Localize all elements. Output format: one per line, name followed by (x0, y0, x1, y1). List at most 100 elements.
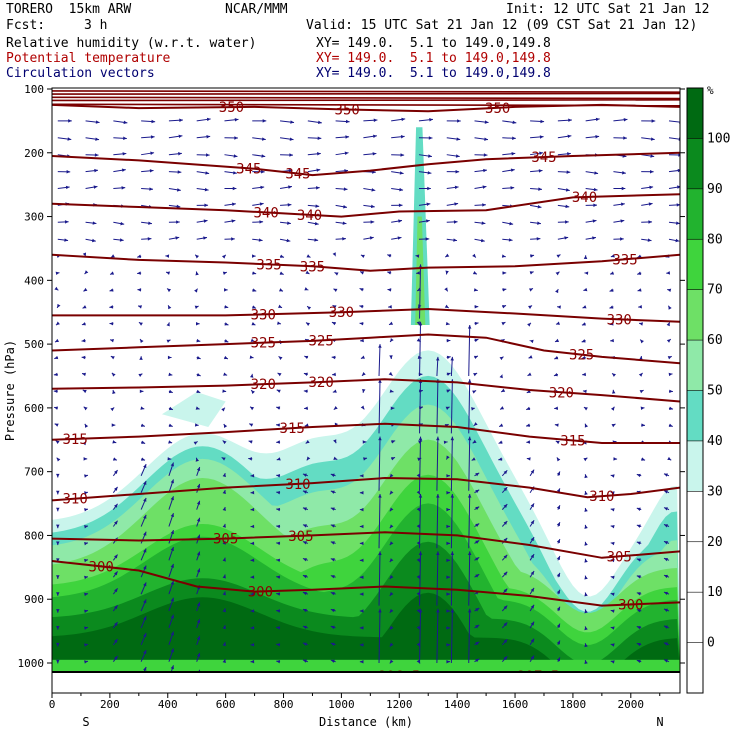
vector-head (450, 356, 454, 361)
upper-theta-line (52, 99, 680, 102)
vector-head (359, 541, 364, 546)
vector-head (110, 356, 115, 360)
vector (419, 608, 422, 664)
vector (419, 551, 422, 606)
vector-head (636, 642, 641, 647)
vector-head (276, 406, 281, 410)
vector-head (389, 389, 394, 393)
vector-head (151, 119, 156, 124)
vector-head (378, 344, 382, 348)
vector-head (276, 457, 281, 461)
theta-contour-335 (52, 253, 680, 272)
vector-head (378, 551, 382, 556)
vector-head (170, 513, 174, 518)
vector-head (67, 137, 72, 141)
vector-head (288, 185, 292, 189)
vector-head (83, 457, 88, 461)
vector-head (372, 152, 377, 156)
vector-head (581, 339, 586, 343)
vector-head (250, 406, 255, 411)
vector-head (53, 372, 58, 377)
vector-head (446, 575, 451, 579)
vector-head (610, 254, 615, 258)
colorbar-tick-label: 0 (707, 636, 715, 651)
vector-head (302, 558, 307, 562)
vector-head (378, 608, 382, 613)
vector-head (539, 135, 544, 139)
vector-head (391, 440, 396, 444)
vector-head (503, 487, 508, 492)
vector-head (389, 558, 394, 562)
vector-head (332, 389, 337, 393)
vector-head (636, 609, 641, 613)
vector-head (503, 571, 508, 576)
field-rh-xy: XY= 149.0. 5.1 to 149.0,149.8 (316, 36, 551, 51)
vector-head (252, 254, 256, 258)
vector-head (333, 406, 338, 410)
vector-head (389, 659, 394, 664)
vector-head (55, 338, 60, 343)
vector-head (584, 524, 588, 529)
vector-head (276, 558, 281, 563)
x-tick-label: 1400 (444, 698, 471, 711)
x-tick-label: 1600 (502, 698, 529, 711)
vector-head (170, 462, 174, 467)
vector-head (512, 136, 516, 140)
vector-head (276, 389, 281, 393)
theta-label: 345 (531, 150, 556, 166)
vector-head (194, 305, 199, 309)
vector-head (446, 338, 451, 343)
vector-head (250, 575, 255, 579)
vector-head (332, 305, 337, 309)
vector-head (475, 574, 480, 578)
upper-theta-line (52, 96, 680, 100)
moist-surface-band (52, 659, 680, 672)
vector-head (196, 602, 201, 607)
theta-label: 310 (63, 492, 88, 508)
vector-head (114, 605, 118, 610)
vector-head (114, 639, 118, 643)
vector-head (196, 321, 200, 326)
vector-head (677, 168, 680, 173)
vector-head (314, 221, 319, 226)
y-tick-label: 300 (24, 211, 44, 224)
vector-head (667, 456, 672, 461)
vector-head (56, 490, 60, 495)
vector-head (150, 135, 155, 139)
vector-head (612, 389, 616, 394)
vector-head (415, 254, 420, 258)
vector-head (378, 436, 382, 441)
vector-head (196, 619, 201, 624)
vector-head (556, 505, 560, 510)
vector-head (427, 171, 432, 175)
vector-head (333, 288, 338, 292)
vector-head (609, 322, 614, 326)
vector-head (150, 151, 155, 155)
colorbar-tick-label: 60 (707, 333, 723, 348)
vector-head (472, 271, 477, 275)
vector-head (475, 641, 480, 646)
vector-head (639, 322, 644, 326)
vector-head (195, 406, 200, 410)
vector-head (446, 541, 451, 546)
vector-head (234, 118, 239, 122)
vector-head (426, 202, 431, 206)
vector-head (139, 356, 143, 360)
vector-head (416, 490, 421, 495)
vector-head (288, 168, 293, 173)
vector-head (84, 660, 88, 664)
theta-label: 340 (297, 208, 322, 224)
vector-head (93, 185, 98, 189)
y-tick-label: 600 (24, 402, 44, 415)
vector-head (277, 321, 281, 325)
vector-head (647, 238, 652, 242)
vector-head (56, 541, 60, 546)
x-end-label-north: N (656, 715, 663, 729)
vector-head (64, 238, 69, 242)
theta-label: 330 (251, 307, 276, 323)
vector-head (555, 440, 560, 445)
vector-head (302, 642, 307, 646)
vector-head (94, 168, 98, 173)
vector-head (446, 389, 451, 393)
vector-head (398, 203, 403, 208)
